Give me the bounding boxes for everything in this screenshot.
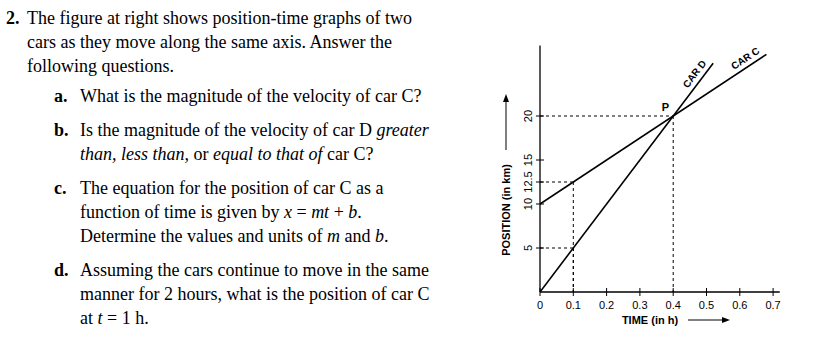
series-label: CAR D [680,58,708,90]
x-tick-label: 0.6 [732,299,747,311]
text-line: The equation for the position of car C a… [80,178,383,198]
x-tick-label: 0.4 [666,299,681,311]
x-tick-label: 0.1 [566,299,581,311]
text-line: Assuming the cars continue to move in th… [80,260,429,280]
x-tick [706,288,707,296]
text-run: function of time is given by [80,202,284,222]
text-run: = [292,202,311,222]
plot-area [540,54,766,292]
text-run: Is the magnitude of the velocity of car … [80,120,376,140]
x-axis-label: TIME (in h) [622,314,679,326]
y-tick-label: 5 [522,245,534,251]
y-tick-label: 20 [522,110,534,122]
reference-line-v [573,182,574,292]
text-run: and [340,226,375,246]
text-run: b [348,202,357,222]
text-run: b [375,226,384,246]
reference-line-h [540,116,673,117]
x-label-arrow [688,320,722,321]
x-axis [540,291,780,292]
text-line: manner for 2 hours, what is the position… [80,284,429,304]
reference-line-v [673,116,674,292]
text-line: Is the magnitude of the velocity of car … [80,120,429,140]
series-label: CAR C [729,45,761,72]
text-run: at [80,308,98,328]
x-tick [606,288,607,296]
text-run: The equation for the position of car C a… [80,178,383,198]
text-run: mt [311,202,329,222]
text-run: . [384,226,389,246]
y-axis [539,46,540,292]
text-run: than, less than, [80,144,189,164]
text-run: Assuming the cars continue to move in th… [80,260,429,280]
text-line: at t = 1 h. [80,308,149,328]
text-run: x [284,202,292,222]
reference-line-v [573,248,574,292]
y-tick-label: 15 [522,154,534,166]
text-line: cars as they move along the same axis. A… [27,32,392,52]
y-tick [536,160,544,161]
text-line: than, less than, or equal to that of car… [80,144,373,164]
x-tick-label: 0.3 [632,299,647,311]
x-tick-label: 0.2 [599,299,614,311]
text-run: Determine the values and units of [80,226,327,246]
item-label: c. [54,178,67,198]
y-label-arrowhead [503,94,509,102]
text-run: . [357,202,362,222]
text-run: cars as they move along the same axis. A… [27,32,392,52]
x-tick [739,288,740,296]
text-line: function of time is given by x = mt + b. [80,202,362,222]
y-label-arrow [506,102,507,150]
text-run: car C? [323,144,374,164]
text-run: What is the magnitude of the velocity of… [80,86,421,106]
series-line [540,54,766,204]
text-run: equal to that of [213,144,323,164]
y-tick-label: 12.5 [522,171,534,192]
text-run: = 1 h. [103,308,149,328]
text-run: + [329,202,348,222]
text-run: The figure at right shows position-time … [27,8,412,28]
y-tick-label: 10 [522,198,534,210]
series-line [540,63,713,292]
text-run: manner for 2 hours, what is the position… [80,284,429,304]
x-tick-label: 0 [537,299,543,311]
text-line: What is the magnitude of the velocity of… [80,86,421,106]
item-label: a. [54,86,68,106]
text-line: The figure at right shows position-time … [27,8,412,28]
text-run: t [98,308,103,328]
chart: 0 0.1 0.2 0.3 0.4 0.5 0.6 0.7 5 10 12.5 15 20 TIME (i… [0,0,839,342]
text-line: Determine the values and units of m and … [80,226,388,246]
text-run: greater [376,120,428,140]
x-tick [773,288,774,296]
text-line: following questions. [27,56,174,76]
x-tick [639,288,640,296]
reference-line-h [540,182,573,183]
text-run: m [327,226,340,246]
reference-line-h [540,248,573,249]
item-label: b. [54,120,69,140]
x-label-arrowhead [722,317,730,323]
item-label: 2. [6,8,20,28]
text-run: or [189,144,213,164]
annotation: P [662,101,669,113]
text-run: following questions. [27,56,174,76]
x-tick-label: 0.5 [699,299,714,311]
x-tick-label: 0.7 [765,299,780,311]
y-axis-label: POSITION (in km) [500,164,512,256]
item-label: d. [54,260,69,280]
